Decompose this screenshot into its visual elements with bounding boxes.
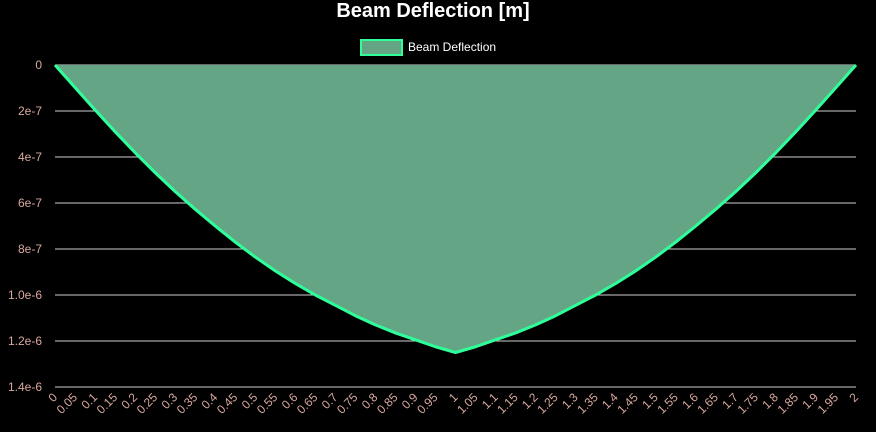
x-tick-label: 1.65 (695, 390, 722, 417)
y-tick-label: 1.4e-6 (8, 380, 42, 394)
chart-title: Beam Deflection [m] (336, 0, 529, 22)
x-tick-label: 1.05 (454, 390, 481, 417)
x-tick-label: 1.25 (534, 390, 561, 417)
x-tick-label: 0.75 (334, 390, 361, 417)
y-tick-label: 2e-7 (18, 104, 42, 118)
x-tick-label: 0.65 (294, 390, 321, 417)
y-tick-label: 0 (35, 58, 42, 72)
legend[interactable]: Beam Deflection (360, 39, 496, 56)
y-axis-ticks: 0 2e-7 4e-7 6e-7 8e-7 1.0e-6 1.2e-6 1.4e-6 (8, 58, 42, 394)
x-tick-label: 0.95 (414, 390, 441, 417)
legend-swatch (360, 39, 403, 56)
x-tick-label: 0.15 (94, 390, 121, 417)
x-tick-label: 0.25 (134, 390, 161, 417)
x-tick-label: 1.15 (494, 390, 521, 417)
x-tick-label: 1.35 (574, 390, 601, 417)
x-tick-label: 2 (846, 390, 861, 405)
x-tick-label: 1.55 (654, 390, 681, 417)
y-tick-label: 6e-7 (18, 196, 42, 210)
x-tick-label: 1.75 (735, 390, 762, 417)
x-tick-label: 1.95 (815, 390, 842, 417)
x-tick-label: 1.45 (614, 390, 641, 417)
y-tick-label: 1.2e-6 (8, 334, 42, 348)
y-tick-label: 1.0e-6 (8, 288, 42, 302)
series-area (55, 65, 856, 353)
x-tick-label: 1.85 (775, 390, 802, 417)
x-tick-label: 0.55 (254, 390, 281, 417)
x-tick-label: 0.05 (54, 390, 81, 417)
y-tick-label: 4e-7 (18, 150, 42, 164)
series-line (53, 64, 858, 354)
x-tick-label: 0.35 (174, 390, 201, 417)
legend-label: Beam Deflection (408, 40, 496, 54)
x-axis-ticks: 00.050.10.150.20.250.30.350.40.450.50.55… (45, 390, 861, 417)
series-beam-deflection (53, 64, 858, 354)
x-tick-label: 0.45 (214, 390, 241, 417)
x-tick-label: 0.85 (374, 390, 401, 417)
y-tick-label: 8e-7 (18, 242, 42, 256)
